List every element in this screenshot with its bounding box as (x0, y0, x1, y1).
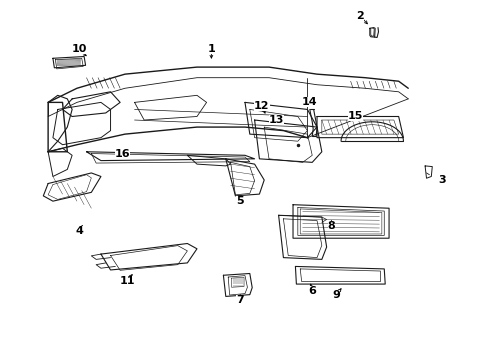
Text: 11: 11 (120, 275, 135, 285)
Text: 8: 8 (327, 221, 335, 231)
Text: 5: 5 (236, 196, 244, 206)
Text: 1: 1 (207, 45, 215, 54)
Text: 15: 15 (348, 112, 363, 121)
Text: 12: 12 (254, 101, 270, 111)
Text: 13: 13 (269, 115, 284, 125)
Text: 3: 3 (438, 175, 446, 185)
Text: 10: 10 (72, 45, 87, 54)
Text: 7: 7 (236, 295, 244, 305)
Text: 6: 6 (308, 286, 316, 296)
Text: 14: 14 (302, 98, 318, 107)
Text: 4: 4 (75, 226, 83, 236)
Text: 16: 16 (115, 149, 130, 158)
Text: 9: 9 (332, 290, 340, 300)
Text: 2: 2 (356, 11, 364, 21)
